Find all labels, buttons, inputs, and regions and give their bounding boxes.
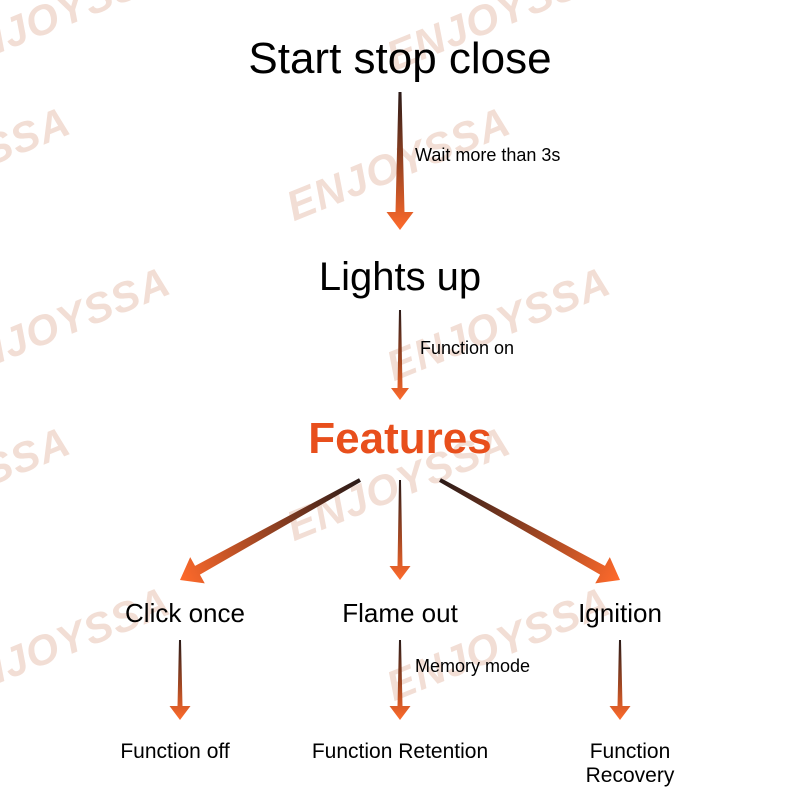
edge-label-wait: Wait more than 3s [415,145,560,166]
node-features: Features [308,414,491,464]
arrow [387,92,414,230]
node-ignition: Ignition [578,598,662,629]
node-flame-out: Flame out [342,598,458,629]
arrow [391,310,409,400]
edge-label-fn-on: Function on [420,338,514,359]
node-start: Start stop close [248,34,551,84]
node-click-once: Click once [125,598,245,629]
arrow [170,640,191,720]
edge-label-memory: Memory mode [415,656,530,677]
arrow [610,640,631,720]
arrow [390,640,411,720]
arrow [173,467,368,593]
node-fn-ret: Function Retention [312,740,488,764]
node-fn-rec: Function Recovery [545,740,715,788]
node-fn-off: Function off [120,740,229,764]
arrow [433,467,628,593]
node-lights: Lights up [319,255,481,300]
arrows-svg [0,0,800,800]
flowchart: Start stop close Lights up Features Clic… [0,0,800,800]
arrow [390,480,411,580]
